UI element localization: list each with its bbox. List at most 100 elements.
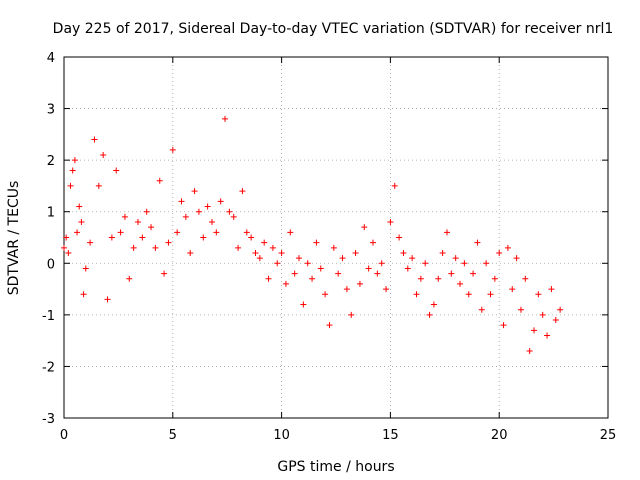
data-point — [78, 219, 85, 226]
data-point — [239, 188, 246, 195]
data-point — [335, 270, 342, 277]
data-point — [535, 291, 542, 298]
data-point — [143, 208, 150, 215]
data-point — [287, 229, 294, 236]
data-point — [413, 291, 420, 298]
data-point — [108, 234, 115, 241]
data-point — [317, 265, 324, 272]
data-point — [374, 270, 381, 277]
y-tick-label: 2 — [47, 154, 55, 169]
data-point — [126, 275, 133, 282]
x-axis-title: GPS time / hours — [277, 459, 394, 475]
data-point — [487, 291, 494, 298]
data-point — [483, 260, 490, 267]
data-point — [504, 244, 511, 251]
data-point — [113, 167, 120, 174]
data-point — [491, 275, 498, 282]
data-point — [548, 286, 555, 293]
data-point — [61, 244, 67, 251]
data-point — [226, 208, 233, 215]
data-point — [213, 229, 220, 236]
data-point — [343, 286, 350, 293]
data-point — [500, 322, 507, 329]
data-point — [269, 244, 276, 251]
plot-frame — [63, 56, 609, 419]
data-point — [496, 249, 503, 256]
y-tick-label: -3 — [42, 412, 55, 427]
data-point — [470, 270, 477, 277]
data-point — [195, 208, 202, 215]
data-point — [130, 244, 137, 251]
data-point — [304, 260, 311, 267]
data-point — [448, 270, 455, 277]
data-point — [121, 213, 128, 220]
data-point — [76, 203, 83, 210]
data-point — [69, 167, 76, 174]
data-point — [104, 296, 111, 303]
data-point — [100, 151, 107, 158]
data-point — [391, 182, 398, 189]
data-point — [531, 327, 538, 334]
data-point — [291, 270, 298, 277]
data-point — [422, 260, 429, 267]
x-tick-label: 0 — [60, 428, 68, 443]
data-point — [156, 177, 163, 184]
data-point — [513, 255, 520, 262]
data-point — [365, 265, 372, 272]
data-point — [87, 239, 94, 246]
y-tick-label: 1 — [47, 206, 55, 221]
data-point — [282, 280, 289, 287]
data-point — [404, 265, 411, 272]
data-point — [417, 275, 424, 282]
data-point — [409, 255, 416, 262]
data-point — [296, 255, 303, 262]
data-point — [552, 317, 559, 324]
data-point — [208, 219, 215, 226]
data-point — [187, 249, 194, 256]
data-point — [478, 306, 485, 313]
data-point — [557, 306, 564, 313]
data-point — [352, 249, 359, 256]
data-point — [369, 239, 376, 246]
x-tick-label: 15 — [382, 428, 399, 443]
data-point — [134, 219, 141, 226]
data-point — [178, 198, 185, 205]
data-point — [509, 286, 516, 293]
data-point — [322, 291, 329, 298]
data-point — [544, 332, 551, 339]
data-point — [439, 249, 446, 256]
data-points — [61, 115, 564, 354]
chart-title: Day 225 of 2017, Sidereal Day-to-day VTE… — [53, 21, 614, 37]
data-point — [91, 136, 98, 143]
data-point — [165, 239, 172, 246]
data-point — [67, 182, 74, 189]
data-point — [117, 229, 124, 236]
data-point — [222, 115, 229, 122]
data-point — [217, 198, 224, 205]
data-point — [383, 286, 390, 293]
y-tick-label: 0 — [47, 257, 55, 272]
data-point — [330, 244, 337, 251]
data-point — [526, 347, 533, 354]
data-point — [148, 224, 155, 231]
data-point — [235, 244, 242, 251]
data-point — [252, 249, 259, 256]
y-axis-title: SDTVAR / TECUs — [6, 181, 22, 296]
data-point — [396, 234, 403, 241]
data-point — [95, 182, 102, 189]
data-point — [539, 311, 546, 318]
data-point — [457, 280, 464, 287]
data-point — [339, 255, 346, 262]
data-point — [265, 275, 272, 282]
y-tick-label: 4 — [47, 51, 55, 66]
data-point — [74, 229, 81, 236]
data-point — [261, 239, 268, 246]
data-point — [400, 249, 407, 256]
x-tick-label: 10 — [273, 428, 290, 443]
data-point — [430, 301, 437, 308]
data-point — [82, 265, 89, 272]
data-point — [200, 234, 207, 241]
data-point — [452, 255, 459, 262]
data-point — [300, 301, 307, 308]
